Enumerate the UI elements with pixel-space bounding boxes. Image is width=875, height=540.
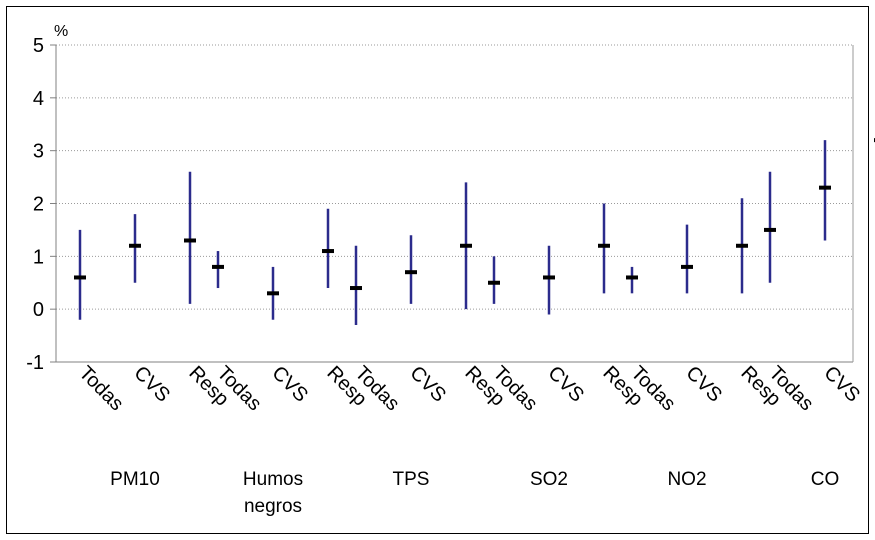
group-label: NO2	[667, 469, 706, 490]
group-label: CO	[811, 469, 840, 490]
error-bars	[74, 138, 875, 326]
x-category-label: CVS	[543, 362, 588, 407]
grid-lines	[56, 44, 853, 310]
y-tick-label: 1	[33, 246, 44, 268]
y-tick-label: 0	[33, 299, 44, 321]
y-tick-label: 5	[33, 35, 44, 57]
chart-frame	[6, 6, 869, 534]
group-label: SO2	[530, 469, 568, 490]
y-unit-label: %	[54, 23, 68, 40]
y-tick-label: -1	[26, 352, 44, 374]
group-label: TPS	[393, 469, 430, 490]
x-category-label: CVS	[267, 362, 312, 407]
x-category-label: CVS	[405, 362, 450, 407]
y-tick-label: 3	[33, 141, 44, 163]
x-category-label: CVS	[681, 362, 726, 407]
group-label: negros	[244, 496, 302, 517]
x-category-label: CVS	[129, 362, 174, 407]
group-label: PM10	[110, 469, 160, 490]
x-category-label: CVS	[819, 362, 864, 407]
group-label: Humos	[243, 469, 303, 490]
y-tick-label: 2	[33, 194, 44, 216]
axes	[50, 44, 854, 363]
y-tick-labels: 5 4 3 2 1 0 -1	[26, 35, 44, 374]
group-labels: PM10 Humos negros TPS SO2 NO2 CO	[110, 469, 839, 517]
x-category-label: Todas	[74, 362, 127, 415]
y-tick-label: 4	[33, 88, 44, 110]
